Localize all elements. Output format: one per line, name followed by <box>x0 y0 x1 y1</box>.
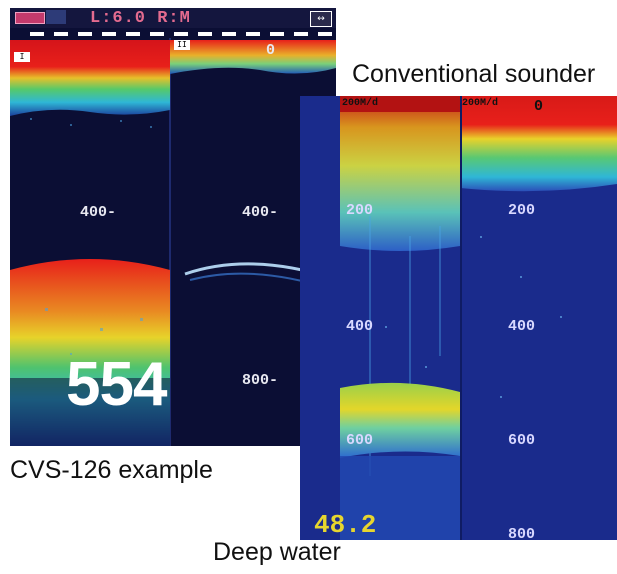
caption-cvs-126-example: CVS-126 example <box>10 456 213 484</box>
left-depth-600: 600 <box>346 432 374 449</box>
range-status-text: L:6.0 R:M <box>90 9 191 28</box>
marker-ii: II <box>174 40 190 50</box>
conventional-echo-image <box>300 96 617 540</box>
cvs-126-screen: L:6.0 R:M ↔ I II 0 400- 400- 800- 554 <box>10 8 336 446</box>
right-depth-400: 400 <box>508 318 536 335</box>
status-indicator <box>15 12 45 24</box>
depth-label-right-800: 800- <box>242 372 279 389</box>
status-mini-indicator <box>46 10 66 24</box>
top-zero-label: 0 <box>266 42 276 59</box>
right-top-zero: 0 <box>534 98 544 115</box>
right-range-label: 200M/d <box>462 98 499 109</box>
right-depth-200: 200 <box>508 202 536 219</box>
conventional-sounder-screen: 200M/d 200M/d 0 200 400 600 200 400 600 … <box>300 96 617 540</box>
depth-label-right-400: 400- <box>242 204 279 221</box>
caption-deep-water: Deep water <box>213 538 341 566</box>
left-depth-200: 200 <box>346 202 374 219</box>
depth-label-left-400: 400- <box>80 204 117 221</box>
left-range-label: 200M/d <box>342 98 379 109</box>
cvs-echo-image <box>10 8 336 446</box>
left-depth-400: 400 <box>346 318 374 335</box>
right-depth-800: 800 <box>508 526 536 540</box>
depth-readout: 554 <box>66 350 167 419</box>
bottom-depth-readout: 48.2 <box>314 510 377 540</box>
right-depth-600: 600 <box>508 432 536 449</box>
marker-i: I <box>14 52 30 62</box>
arrows-icon: ↔ <box>310 11 332 27</box>
caption-conventional-sounder: Conventional sounder <box>352 60 596 88</box>
